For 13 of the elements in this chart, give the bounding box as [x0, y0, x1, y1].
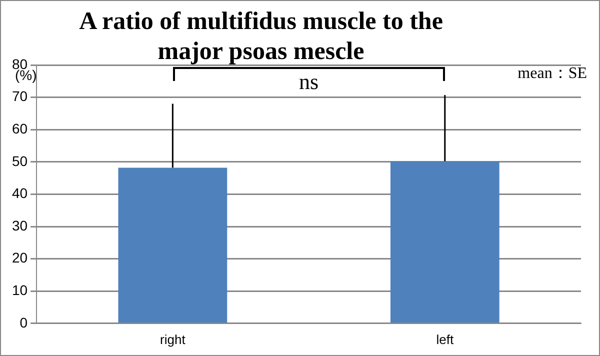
- y-tick-label: 20: [12, 250, 28, 266]
- annotation: mean：SE: [518, 64, 587, 84]
- x-tick-label: right: [160, 332, 186, 347]
- y-tick-label: 70: [12, 88, 28, 104]
- y-tick-label: 60: [12, 120, 28, 136]
- y-tick-label: 40: [12, 185, 28, 202]
- chart-title: A ratio of multifidus muscle to the major psoas mescle: [78, 7, 444, 67]
- annotation: ns: [299, 69, 319, 95]
- y-tick-label: 10: [12, 282, 28, 298]
- x-tick-label: left: [436, 332, 454, 347]
- y-tick-label: 0: [20, 314, 28, 330]
- y-tick-label: 30: [12, 217, 28, 234]
- y-tick-label: 50: [12, 152, 28, 169]
